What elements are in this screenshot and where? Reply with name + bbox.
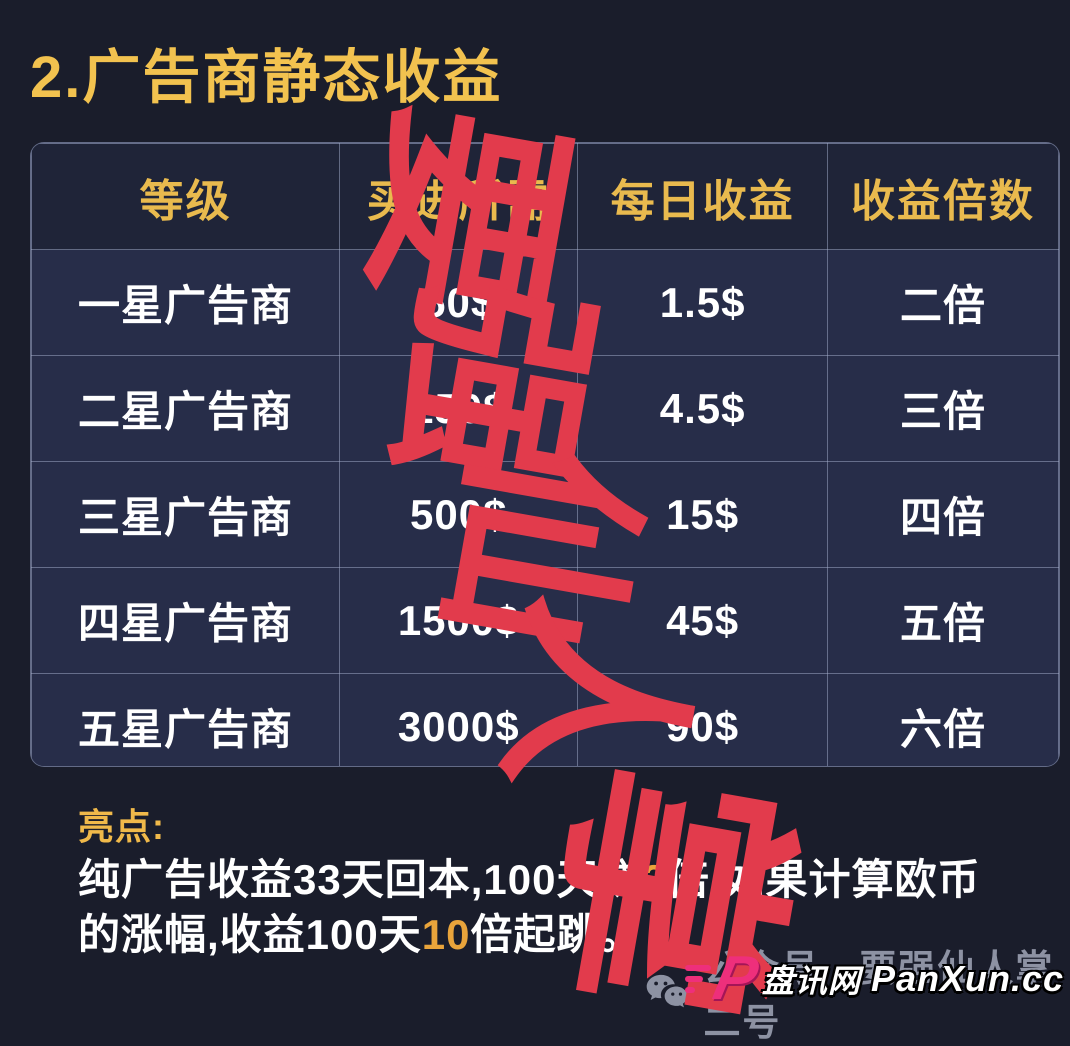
cell-level: 一星广告商: [31, 249, 341, 356]
cell-multiplier: 二倍: [826, 249, 1059, 356]
site-logo: P 盘讯网 PanXun.cc: [684, 944, 1064, 1013]
cell-level: 三星广告商: [31, 461, 341, 568]
highlights-segment: 倍,如果计算欧币的涨幅,收益100天: [78, 856, 981, 959]
page-title: 2.广告商静态收益: [30, 45, 503, 110]
header-cost: 买进所需: [339, 143, 579, 250]
table-row: 一星广告商 50$ 1.5$ 二倍: [31, 249, 1059, 356]
earnings-table: 等级 买进所需 每日收益 收益倍数 一星广告商 50$ 1.5$ 二倍 二星广告…: [30, 142, 1060, 767]
table-row: 五星广告商 3000$ 90$ 六倍: [31, 673, 1059, 766]
site-url: PanXun.cc: [870, 958, 1064, 999]
cell-multiplier: 三倍: [826, 355, 1059, 462]
cell-level: 二星广告商: [31, 355, 341, 462]
cell-cost: 500$: [339, 461, 579, 568]
cell-cost: 50$: [339, 249, 579, 356]
cell-daily-income: 1.5$: [577, 249, 828, 356]
site-name: 盘讯网: [761, 963, 861, 999]
cell-daily-income: 4.5$: [577, 355, 828, 462]
cell-daily-income: 45$: [577, 567, 828, 674]
cell-daily-income: 15$: [577, 461, 828, 568]
highlights-text: 纯广告收益33天回本,100天赚3倍,如果计算欧币的涨幅,收益100天10倍起跳…: [78, 852, 1023, 963]
cell-cost: 3000$: [339, 673, 579, 766]
table-row: 三星广告商 500$ 15$ 四倍: [31, 461, 1059, 568]
cell-multiplier: 四倍: [826, 461, 1059, 568]
wechat-icon: [646, 974, 688, 1008]
cell-multiplier: 五倍: [826, 567, 1059, 674]
cell-level: 四星广告商: [31, 567, 341, 674]
highlights-segment-gold: 3: [642, 856, 667, 903]
highlights-segment: 倍起跳。: [470, 911, 643, 959]
highlights-label: 亮点:: [78, 806, 165, 847]
cell-cost: 150$: [339, 355, 579, 462]
header-level: 等级: [31, 143, 341, 250]
header-multiplier: 收益倍数: [826, 143, 1059, 250]
cell-multiplier: 六倍: [826, 673, 1059, 766]
table-row: 四星广告商 1500$ 45$ 五倍: [31, 567, 1059, 674]
cell-daily-income: 90$: [577, 673, 828, 766]
highlights-segment-gold: 10: [421, 911, 471, 959]
cell-level: 五星广告商: [31, 673, 341, 766]
panxun-p-icon: P: [707, 944, 764, 1013]
cell-cost: 1500$: [339, 567, 579, 674]
header-daily-income: 每日收益: [577, 143, 828, 250]
highlights-segment: 纯广告收益33天回本,100天赚: [78, 856, 643, 903]
table-header-row: 等级 买进所需 每日收益 收益倍数: [31, 143, 1059, 250]
panxun-speed-lines-icon: [684, 960, 711, 998]
table-row: 二星广告商 150$ 4.5$ 三倍: [31, 355, 1059, 462]
